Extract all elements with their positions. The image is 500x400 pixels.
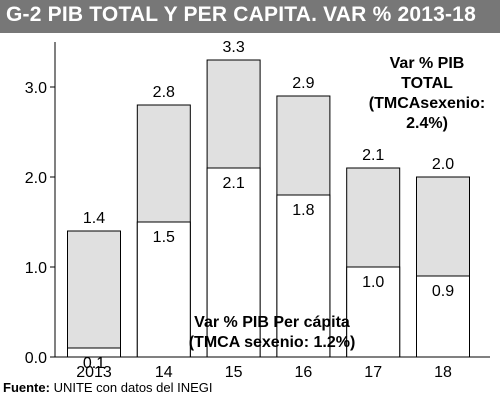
data-label-percapita: 1.8 [292,202,314,219]
y-tick-label: 2.0 [25,170,47,187]
x-tick-label: 2013 [76,364,112,381]
data-label-total: 3.3 [222,39,244,56]
data-label-total: 2.1 [362,147,384,164]
data-label-total: 1.4 [83,210,105,227]
chart-header: G-2 PIB TOTAL Y PER CAPITA. VAR % 2013-1… [0,0,500,33]
annotation-total-line: 2.4%) [406,115,448,132]
annotation-total-line: TOTAL [401,75,453,92]
source-label: Fuente: [3,380,50,395]
bar-total-2013 [67,230,121,358]
bar-percapita-17 [346,266,401,358]
data-label-percapita: 0.1 [83,355,105,372]
source-text: UNITE con datos del INEGI [49,380,213,395]
data-label-total: 2.9 [292,75,314,92]
y-tick-label: 0.0 [25,350,47,367]
source-note: Fuente: UNITE con datos del INEGI [3,380,213,395]
annotation-percapita-line: Var % PIB Per cápita [194,314,350,331]
annotation-percapita-line: (TMCA sexenio: 1.2%) [189,334,356,351]
data-label-total: 2.0 [432,156,454,173]
bar-percapita-18 [416,275,470,358]
x-tick-label: 14 [155,364,173,381]
x-tick-label: 16 [295,364,313,381]
data-label-total: 2.8 [153,84,175,101]
bar-percapita-2013 [67,347,121,358]
bar-percapita-15 [206,167,261,358]
data-label-percapita: 0.9 [432,283,454,300]
y-tick-label: 3.0 [25,80,47,97]
y-tick-label: 1.0 [25,260,47,277]
x-tick-label: 17 [364,364,382,381]
data-label-percapita: 1.0 [362,274,384,291]
annotation-total-line: Var % PIB [390,55,465,72]
bar-percapita-16 [276,194,331,358]
bar-percapita-14 [136,221,191,358]
annotation-total-line: (TMCAsexenio: [369,95,485,112]
chart-title: G-2 PIB TOTAL Y PER CAPITA. VAR % 2013-1… [6,3,476,26]
data-label-percapita: 1.5 [153,229,175,246]
x-tick-label: 15 [225,364,243,381]
data-label-percapita: 2.1 [222,175,244,192]
x-tick-label: 18 [434,364,452,381]
